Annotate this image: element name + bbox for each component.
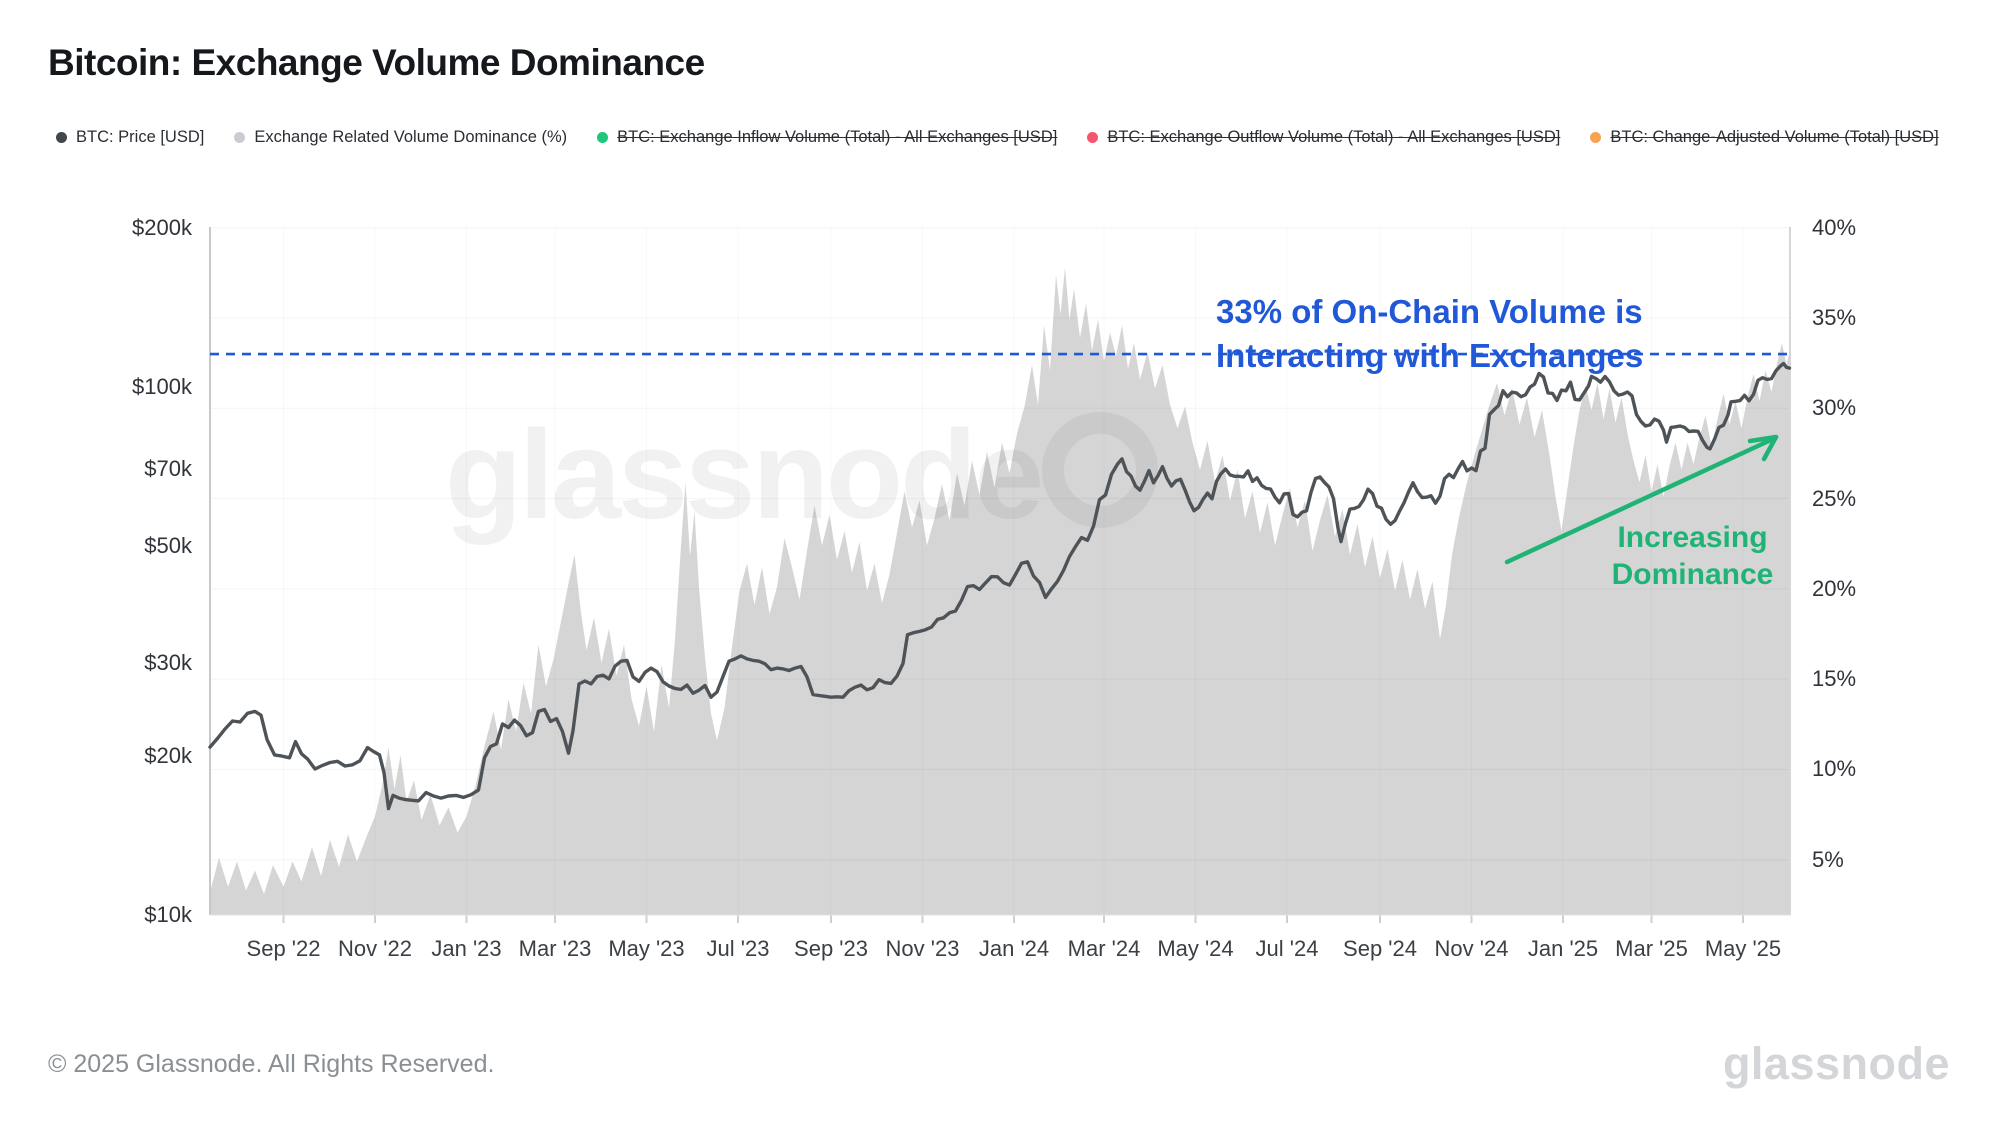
dominance-callout-line1: 33% of On-Chain Volume is xyxy=(1216,293,1643,330)
legend-item-4[interactable]: BTC: Change-Adjusted Volume (Total) [USD… xyxy=(1590,128,1939,147)
chart-legend: BTC: Price [USD] Exchange Related Volume … xyxy=(56,128,1939,147)
legend-item-label: BTC: Exchange Outflow Volume (Total) - A… xyxy=(1107,128,1561,146)
legend-dot-icon xyxy=(1590,132,1602,143)
increasing-dominance-line2: Dominance xyxy=(1611,558,1774,591)
legend-item-2[interactable]: BTC: Exchange Inflow Volume (Total) - Al… xyxy=(597,128,1057,147)
increasing-dominance-arrow xyxy=(1504,436,1776,565)
dominance-callout-line2: Interacting with Exchanges xyxy=(1216,337,1644,374)
arrow-head-icon xyxy=(1747,434,1779,444)
legend-dot-icon xyxy=(1087,132,1099,143)
btc-price-line-series xyxy=(208,361,1792,811)
increasing-dominance-label: Increasing Dominance xyxy=(1570,519,1815,593)
glassnode-watermark-ring-icon xyxy=(1042,412,1158,528)
dominance-callout: 33% of On-Chain Volume is Interacting wi… xyxy=(1216,290,1643,378)
legend-dot-icon xyxy=(234,132,246,143)
glassnode-watermark-text: glassnode xyxy=(445,404,1041,545)
legend-item-label: Exchange Related Volume Dominance (%) xyxy=(254,128,568,146)
legend-trailing-dash: - xyxy=(1832,126,1838,146)
increasing-dominance-line1: Increasing xyxy=(1617,521,1768,554)
page-title: Bitcoin: Exchange Volume Dominance xyxy=(48,42,705,83)
copyright-text: © 2025 Glassnode. All Rights Reserved. xyxy=(48,1050,495,1078)
legend-item-label: BTC: Price [USD] xyxy=(76,128,205,146)
legend-item-label: BTC: Exchange Inflow Volume (Total) - Al… xyxy=(617,128,1058,146)
legend-item-label: BTC: Change-Adjusted Volume (Total) [USD… xyxy=(1610,128,1939,146)
arrow-head-icon xyxy=(1761,434,1779,462)
legend-item-1[interactable]: Exchange Related Volume Dominance (%) xyxy=(234,128,567,147)
glassnode-logo: glassnode xyxy=(1722,1038,1950,1089)
dominance-area-series xyxy=(210,267,1790,915)
legend-item-0[interactable]: BTC: Price [USD] xyxy=(56,128,204,147)
legend-item-3[interactable]: BTC: Exchange Outflow Volume (Total) - A… xyxy=(1087,128,1560,147)
legend-dot-icon xyxy=(56,132,67,143)
legend-dot-icon xyxy=(597,132,609,143)
